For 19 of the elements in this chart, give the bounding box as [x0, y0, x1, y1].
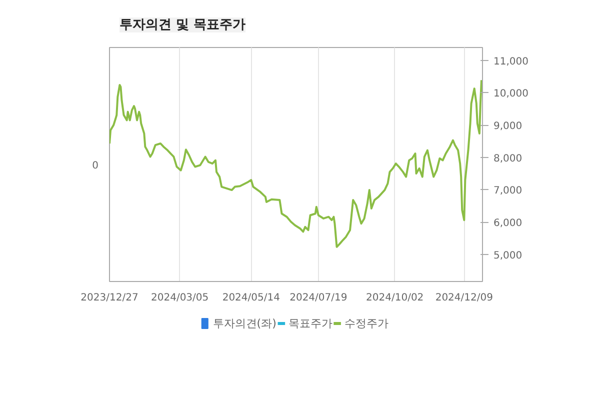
- text: 0: [92, 160, 99, 172]
- y2-tick-label: 5,000: [494, 250, 522, 262]
- y2-tick-label: 7,000: [494, 186, 522, 197]
- x-tick-label: 2024/03/05: [151, 292, 209, 304]
- chart-title: 투자의견 및 목표주가: [120, 18, 246, 32]
- line-series: [110, 79, 482, 248]
- x-tick-label: 2024/12/09: [435, 292, 493, 304]
- y2-tick-label: 11,000: [494, 56, 528, 68]
- x-tick-label: 2024/05/14: [222, 292, 280, 304]
- x-tick-label: 2023/12/27: [80, 292, 138, 304]
- y2-tick-label: 6,000: [494, 218, 522, 230]
- legend-label: 수정주가: [344, 317, 389, 330]
- legend-label: 투자의견(좌): [212, 317, 276, 330]
- x-tick-label: 2024/10/02: [366, 292, 424, 304]
- legend-label: 목표주가: [288, 317, 333, 330]
- y2-tick-label: 8,000: [494, 153, 522, 164]
- x-tick-label: 2024/07/19: [290, 292, 348, 304]
- y2-tick-label: 10,000: [494, 88, 528, 100]
- y2-tick-label: 9,000: [494, 121, 522, 132]
